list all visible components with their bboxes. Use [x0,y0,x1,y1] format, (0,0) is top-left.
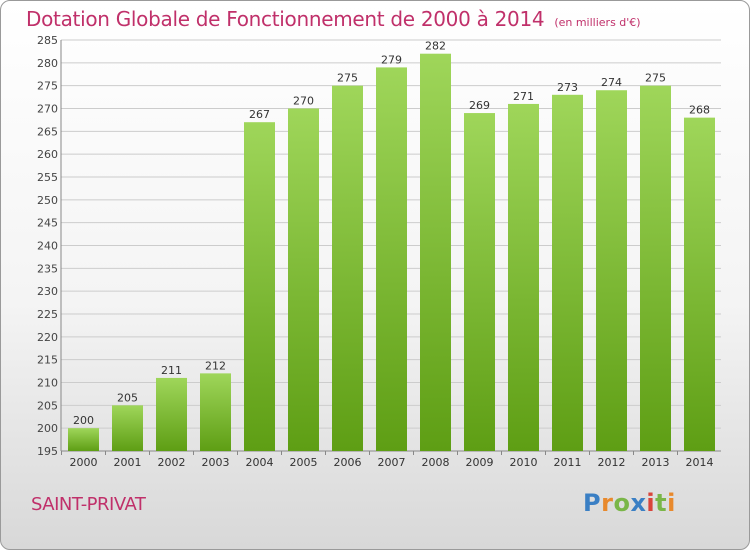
x-tick-label: 2006 [334,456,362,469]
bar [376,67,407,452]
y-tick-label: 265 [37,125,58,138]
bar [508,103,539,451]
chart-title-main: Dotation Globale de Fonctionnement de 20… [26,7,545,31]
bar-value-label: 267 [249,108,270,121]
bar [552,94,583,452]
y-tick-label: 245 [37,217,58,230]
x-tick-label: 2007 [378,456,406,469]
x-tick-label: 2003 [202,456,230,469]
y-tick-label: 280 [37,57,58,70]
bar-value-label: 275 [337,72,358,85]
x-tick-label: 2009 [466,456,494,469]
y-tick-label: 275 [37,80,58,93]
bar-value-label: 269 [469,99,490,112]
y-tick-label: 270 [37,103,58,116]
x-tick-label: 2012 [598,456,626,469]
y-tick-label: 195 [37,445,58,458]
x-tick-label: 2014 [686,456,714,469]
bar-value-label: 270 [293,95,314,108]
y-tick-label: 215 [37,354,58,367]
bar [244,122,275,451]
bar [112,405,143,451]
bar [684,117,715,451]
bar [596,90,627,451]
y-tick-label: 240 [37,240,58,253]
bar-value-label: 205 [117,391,138,404]
y-tick-label: 210 [37,377,58,390]
y-tick-label: 255 [37,171,58,184]
bar-value-label: 211 [161,364,182,377]
bar [288,108,319,451]
y-tick-label: 225 [37,308,58,321]
chart-title: Dotation Globale de Fonctionnement de 20… [26,7,641,31]
x-tick-label: 2011 [554,456,582,469]
y-tick-label: 250 [37,194,58,207]
bar-value-label: 200 [73,414,94,427]
chart-unit-note: (en milliers d'€) [554,16,641,29]
y-tick-label: 230 [37,285,58,298]
bar-value-label: 271 [513,90,534,103]
bar [200,373,231,451]
bar-value-label: 273 [557,81,578,94]
proxiti-logo: Proxiti [583,489,676,517]
y-tick-label: 205 [37,399,58,412]
x-tick-label: 2004 [246,456,274,469]
x-tick-label: 2002 [158,456,186,469]
y-tick-label: 235 [37,262,58,275]
commune-name: SAINT-PRIVAT [31,494,146,515]
x-tick-label: 2001 [114,456,142,469]
bar [640,85,671,452]
x-tick-label: 2013 [642,456,670,469]
bar-value-label: 212 [205,359,226,372]
bar-value-label: 275 [645,72,666,85]
bar [420,53,451,451]
y-tick-label: 200 [37,422,58,435]
bar [332,85,363,452]
y-tick-label: 260 [37,148,58,161]
bar-value-label: 279 [381,53,402,66]
bar-value-label: 282 [425,40,446,53]
bar-value-label: 274 [601,76,622,89]
x-tick-label: 2000 [70,456,98,469]
x-tick-label: 2010 [510,456,538,469]
y-tick-label: 285 [37,34,58,47]
bar [156,377,187,451]
x-tick-label: 2008 [422,456,450,469]
bar-value-label: 268 [689,104,710,117]
x-tick-label: 2005 [290,456,318,469]
bar [464,113,495,452]
y-tick-label: 220 [37,331,58,344]
bar [68,428,99,451]
